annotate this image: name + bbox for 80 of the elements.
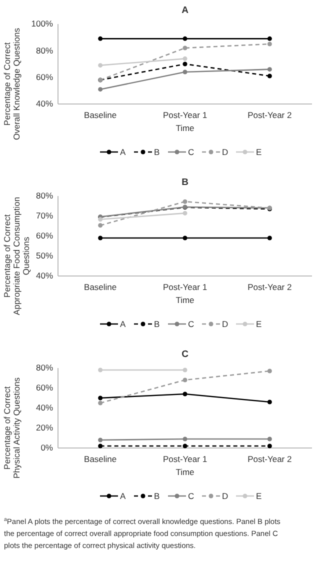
y-tick-label: 100% (31, 18, 54, 29)
y-tick-label: 40% (36, 98, 54, 109)
legend-label: E (256, 491, 262, 501)
legend-label: A (120, 147, 126, 157)
legend-label: A (120, 319, 126, 329)
x-axis-title: Time (176, 467, 195, 477)
point (182, 210, 188, 216)
legend-label: D (222, 319, 228, 329)
y-tick-label: 40% (36, 402, 54, 413)
point (267, 368, 272, 374)
y-tick-label: 80% (36, 362, 54, 373)
y-tick-label: 80% (36, 190, 54, 201)
x-tick-label: Post-Year 1 (162, 110, 208, 120)
point (98, 444, 103, 448)
point (182, 378, 188, 382)
legend-label: C (188, 319, 194, 329)
legend-label: B (154, 491, 160, 501)
chart-title: B (182, 177, 189, 188)
point (267, 236, 272, 240)
y-tick-label: 80% (36, 45, 54, 56)
point (98, 36, 103, 41)
legend-label: B (154, 319, 160, 329)
point (98, 438, 103, 442)
point (182, 62, 188, 66)
y-tick-label: 50% (36, 250, 54, 261)
x-tick-label: Post-Year 2 (248, 282, 292, 292)
x-tick-label: Post-Year 1 (162, 282, 208, 292)
point (98, 63, 103, 68)
x-tick-label: Post-Year 1 (162, 454, 208, 464)
point (182, 56, 188, 61)
point (98, 87, 103, 92)
point (267, 42, 272, 46)
y-tick-label: 60% (36, 72, 54, 82)
point (267, 36, 272, 41)
legend-label: B (154, 147, 160, 157)
legend-label: E (256, 319, 262, 329)
y-tick-label: 70% (36, 210, 54, 221)
y-axis-title: Percentage of Correct Physical Activity Questions (2, 377, 22, 479)
point (98, 236, 103, 240)
x-axis-title: Time (176, 123, 195, 133)
point (182, 392, 188, 396)
point (182, 36, 188, 41)
point (267, 436, 272, 442)
legend-label: D (222, 491, 228, 501)
point (267, 400, 272, 404)
y-tick-label: 40% (36, 270, 54, 281)
point (267, 444, 272, 448)
x-tick-label: Baseline (84, 110, 117, 120)
legend-label: C (188, 147, 194, 157)
y-tick-label: 60% (36, 382, 54, 393)
legend-label: A (120, 491, 126, 501)
point (182, 199, 188, 204)
chart-title: A (182, 5, 189, 16)
point (182, 368, 188, 372)
y-tick-label: 20% (36, 422, 54, 433)
point (98, 396, 103, 400)
y-tick-label: 0% (40, 442, 54, 453)
point (98, 400, 103, 406)
point (267, 74, 272, 78)
point (98, 368, 103, 372)
x-axis-title: Time (176, 295, 195, 305)
legend-label: D (222, 147, 228, 157)
x-tick-label: Baseline (84, 282, 117, 292)
legend-label: E (256, 147, 262, 157)
x-tick-label: Post-Year 2 (248, 110, 292, 120)
point (182, 70, 188, 74)
y-axis-title: Percentage of Correct Overall Knowledge Questions (2, 28, 22, 140)
point (182, 46, 188, 50)
legend-label: C (188, 491, 194, 501)
x-tick-label: Baseline (84, 454, 117, 464)
point (182, 436, 188, 442)
y-tick-label: 60% (36, 230, 54, 241)
point (182, 236, 188, 240)
y-axis-title: Percentage of Correct Appropriate Food Consumption Questions (2, 196, 31, 316)
point (267, 67, 272, 72)
point (182, 444, 188, 448)
chart-title: C (182, 349, 189, 360)
point (98, 217, 103, 222)
x-tick-label: Post-Year 2 (248, 454, 292, 464)
point (98, 223, 103, 228)
